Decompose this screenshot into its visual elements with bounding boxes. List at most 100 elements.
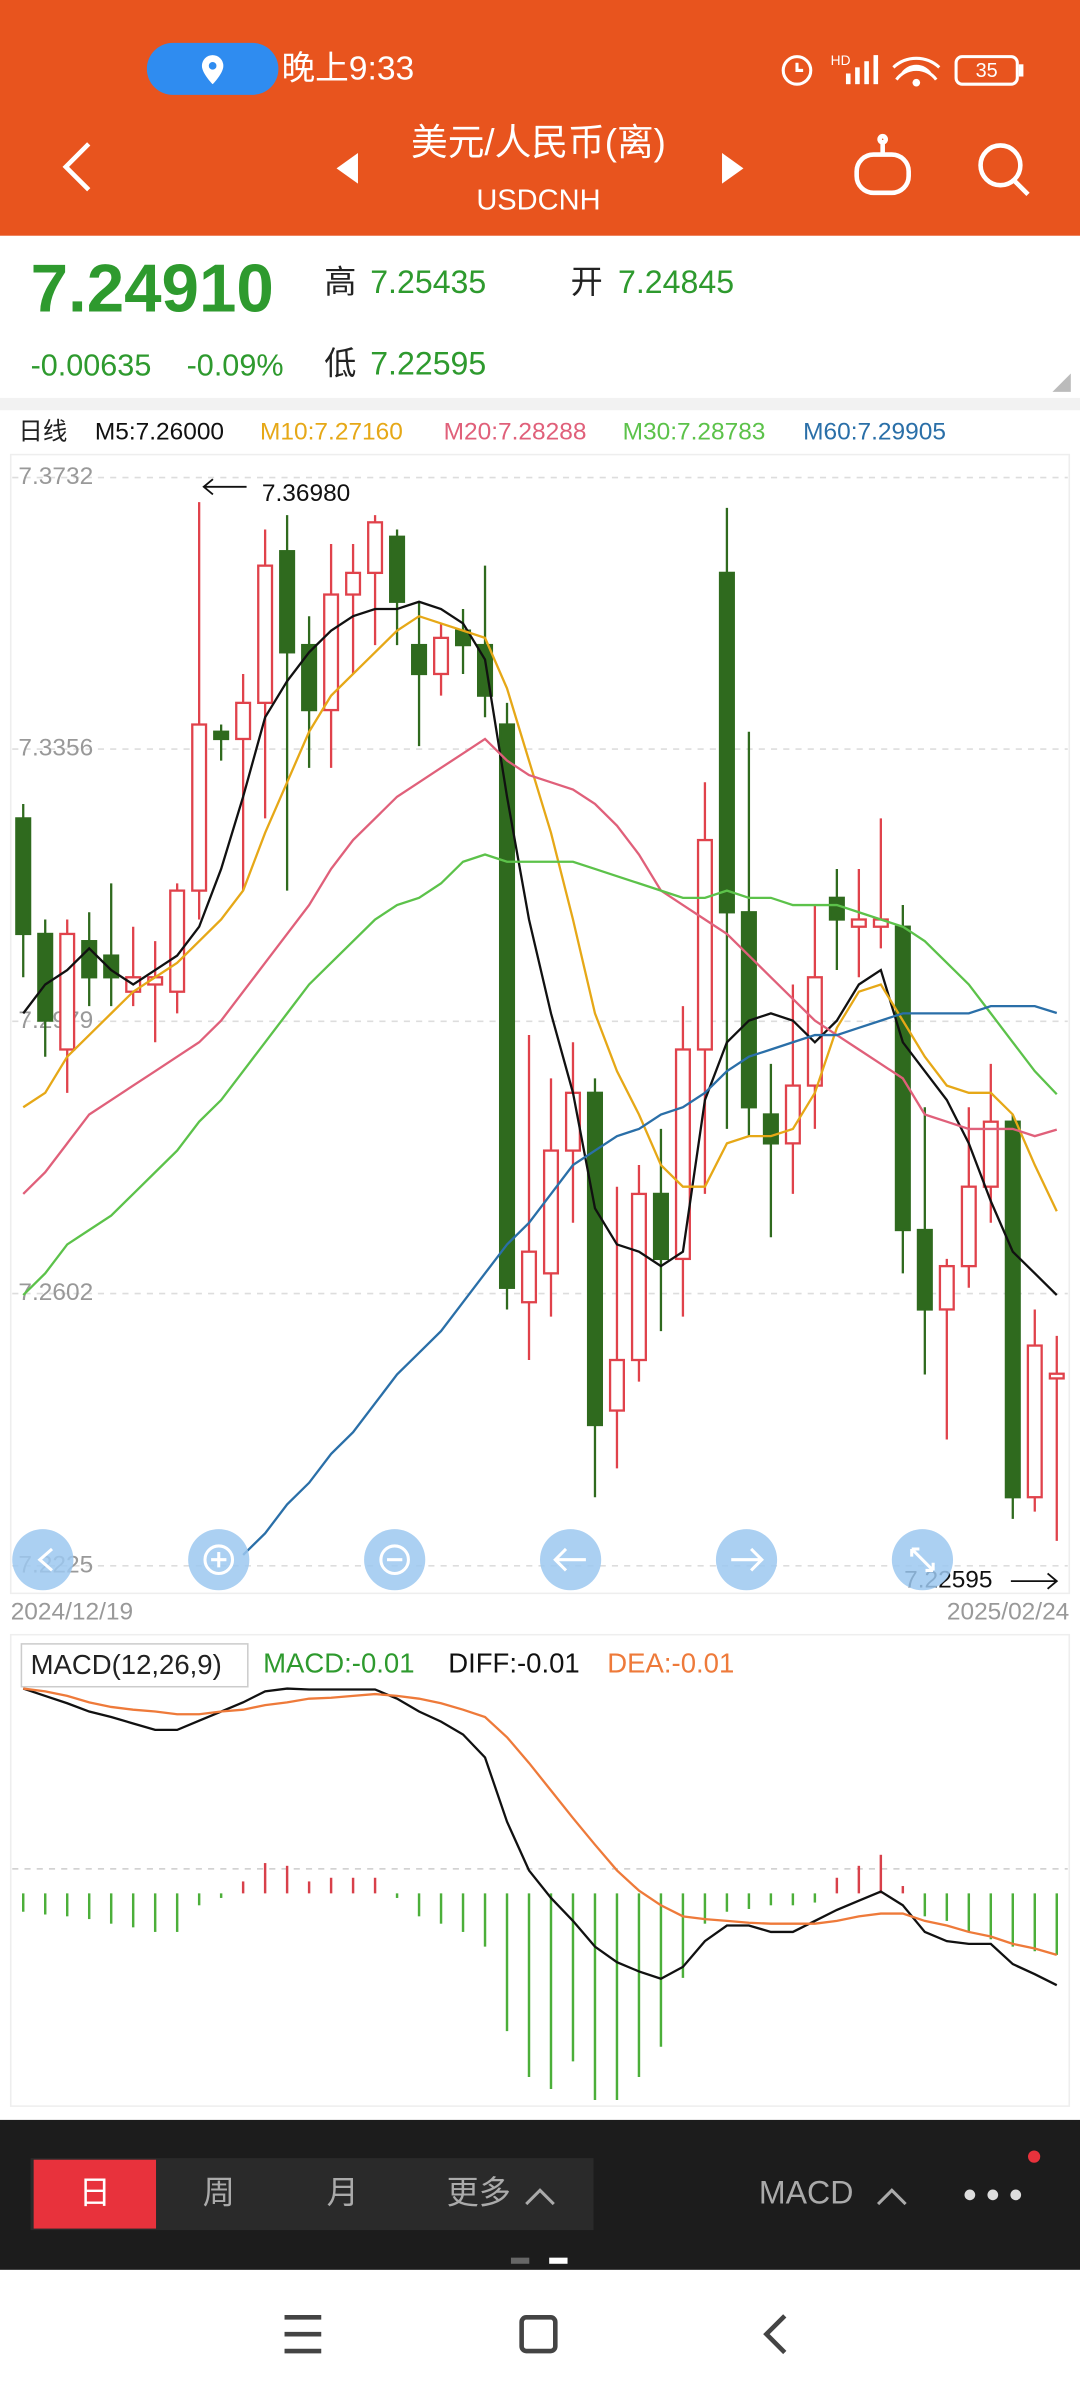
y-tick-label: 7.3356 bbox=[18, 735, 93, 762]
candle-body bbox=[520, 1250, 538, 1304]
tab-week[interactable]: 周 bbox=[203, 2174, 235, 2210]
battery-outline bbox=[954, 55, 1019, 86]
tab-month[interactable]: 月 bbox=[327, 2174, 359, 2210]
candle-body bbox=[279, 550, 296, 654]
back-button[interactable] bbox=[62, 142, 91, 192]
active-tab-bg bbox=[33, 2159, 157, 2229]
period-label: 日线 bbox=[18, 418, 67, 446]
macd-chart-frame bbox=[9, 1633, 1071, 2107]
scroll-start-button[interactable] bbox=[12, 1529, 74, 1591]
control-glyphs bbox=[37, 1544, 935, 1575]
candle-body bbox=[257, 564, 274, 705]
ma-line bbox=[242, 1005, 1058, 1556]
next-symbol[interactable] bbox=[722, 153, 744, 184]
macd-legend: MACD:-0.01 bbox=[263, 1648, 414, 1679]
home-key[interactable] bbox=[519, 2315, 558, 2354]
candle-body bbox=[916, 1228, 933, 1311]
main-chart-frame bbox=[9, 453, 1071, 1595]
candle-body bbox=[740, 911, 757, 1109]
change: -0.00635 bbox=[31, 348, 152, 382]
location-dot bbox=[208, 61, 217, 70]
y-tick-label: 7.2979 bbox=[18, 1007, 93, 1034]
legend-entry: M20:7.28288 bbox=[444, 419, 587, 446]
y-tick-label: 7.3732 bbox=[18, 463, 93, 490]
candle-body bbox=[718, 571, 735, 914]
legend-entry: M10:7.27160 bbox=[260, 419, 403, 446]
tab-more[interactable]: 更多 bbox=[447, 2174, 511, 2210]
battery-level: 35 bbox=[976, 60, 998, 82]
ma-line bbox=[22, 600, 1058, 1296]
prev-symbol[interactable] bbox=[336, 153, 358, 184]
candle-body bbox=[213, 730, 230, 741]
candle-body bbox=[37, 932, 54, 1022]
candle-body bbox=[586, 1091, 604, 1427]
hd-label: HD bbox=[831, 53, 851, 68]
ma-line bbox=[22, 614, 1058, 1212]
alarm-hands bbox=[795, 62, 804, 72]
open-value: 7.24845 bbox=[618, 264, 734, 300]
robot-icon[interactable] bbox=[854, 133, 911, 196]
min-arrow bbox=[1010, 1572, 1059, 1590]
legend-entry: DIFF:-0.01 bbox=[448, 1648, 580, 1679]
macd-line bbox=[22, 1687, 1058, 1987]
search-icon[interactable] bbox=[978, 143, 1030, 197]
nav-title: 美元/人民币(离) bbox=[411, 122, 666, 163]
indicator-select[interactable]: MACD bbox=[759, 2174, 854, 2210]
status-time: 晚上9:33 bbox=[281, 49, 414, 87]
candle-body bbox=[389, 535, 406, 603]
more-chevron bbox=[525, 2188, 555, 2206]
legend-entry: M60:7.29905 bbox=[803, 419, 946, 446]
wifi-outer bbox=[892, 56, 941, 69]
candle-body bbox=[938, 1264, 955, 1311]
back-key[interactable] bbox=[763, 2314, 787, 2355]
candle-body bbox=[191, 723, 208, 892]
candle-body bbox=[630, 1192, 647, 1362]
signal-bar bbox=[855, 67, 860, 85]
menu-key[interactable] bbox=[284, 2315, 322, 2354]
macd-chart: DIFF:-0.01 DEA:-0.01 bbox=[22, 1648, 1058, 2100]
y-tick-label: 7.2602 bbox=[18, 1279, 93, 1306]
notify-dot bbox=[1027, 2150, 1041, 2163]
candle-body bbox=[1026, 1344, 1043, 1499]
macd-title: MACD(12,26,9) bbox=[31, 1649, 222, 1680]
legend-entry: M5:7.26000 bbox=[95, 419, 224, 446]
nav-symbol: USDCNH bbox=[476, 185, 600, 217]
candle-body bbox=[674, 1048, 691, 1261]
candle-body bbox=[1004, 1120, 1021, 1499]
candle-body bbox=[301, 643, 318, 712]
signal-icon: HD bbox=[831, 53, 1024, 87]
status-icons bbox=[781, 55, 1019, 86]
page-indicator-active bbox=[549, 2257, 568, 2264]
low-value: 7.22595 bbox=[370, 345, 486, 381]
max-label: 7.36980 bbox=[262, 480, 350, 507]
header-bg bbox=[0, 0, 1080, 236]
max-arrow bbox=[202, 478, 247, 496]
candle-body bbox=[1048, 1372, 1065, 1380]
wifi-icon bbox=[895, 64, 938, 81]
x-tick-label: 2025/02/24 bbox=[947, 1599, 1069, 1626]
candle-body bbox=[828, 896, 845, 921]
candle-body bbox=[608, 1358, 625, 1412]
main-chart: 7.37327.33567.29797.26027.22252024/12/19… bbox=[11, 419, 1070, 1626]
candle-body bbox=[982, 1120, 999, 1188]
change-pct: -0.09% bbox=[187, 348, 284, 382]
signal-bar bbox=[873, 55, 879, 85]
ma-line bbox=[22, 737, 1058, 1195]
candle-body bbox=[433, 636, 450, 676]
chart-controls bbox=[12, 1529, 954, 1591]
tab-day[interactable]: 日 bbox=[79, 2174, 111, 2210]
candle-body bbox=[542, 1149, 560, 1275]
last-price: 7.24910 bbox=[31, 252, 274, 327]
candle-body bbox=[323, 593, 340, 712]
alarm-icon bbox=[781, 55, 813, 86]
system-nav bbox=[0, 2269, 1080, 2400]
candle-body bbox=[498, 723, 516, 1289]
legend-entry: DEA:-0.01 bbox=[607, 1648, 734, 1679]
separator bbox=[0, 397, 1080, 411]
more-menu[interactable] bbox=[964, 2189, 1022, 2201]
high-label: 高 bbox=[324, 264, 356, 300]
expand-corner[interactable] bbox=[1052, 373, 1071, 392]
signal-bar bbox=[864, 61, 869, 85]
